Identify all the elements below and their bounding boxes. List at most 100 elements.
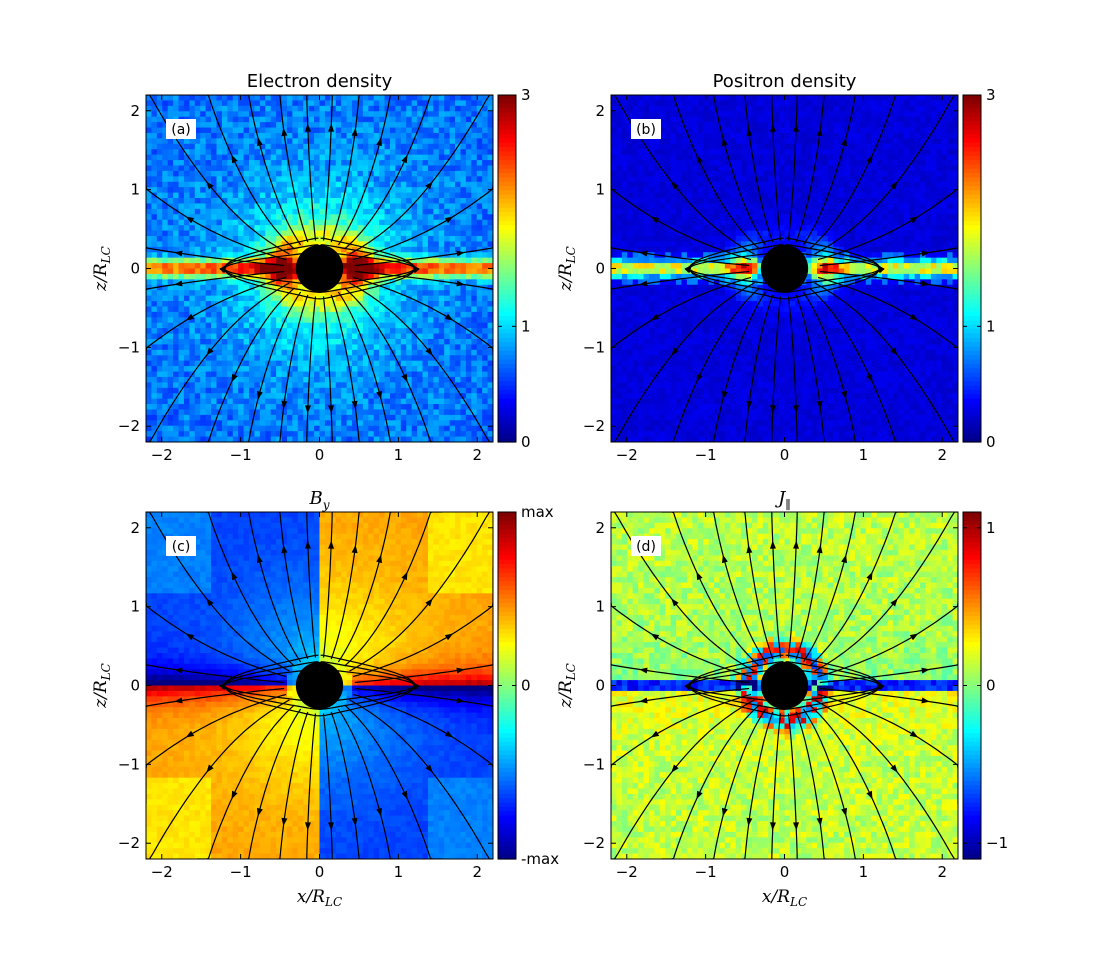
heatmap-cell (379, 220, 385, 226)
heatmap-cell (233, 426, 239, 432)
heatmap-cell (292, 420, 298, 426)
heatmap-cell (385, 290, 391, 296)
heatmap-cell (173, 339, 179, 345)
heatmap-cell (173, 350, 179, 356)
colorbar-swatch (498, 290, 516, 295)
heatmap-cell (336, 420, 342, 426)
heatmap-cell (179, 258, 185, 264)
heatmap-cell (347, 269, 353, 275)
heatmap-cell (466, 263, 472, 269)
heatmap-cell (151, 306, 157, 312)
heatmap-cell (195, 209, 201, 215)
heatmap-cell (265, 209, 271, 215)
heatmap-cell (347, 138, 353, 144)
heatmap-cell (330, 372, 336, 378)
heatmap-cell (433, 247, 439, 253)
heatmap-cell (227, 138, 233, 144)
heatmap-cell (374, 198, 380, 204)
heatmap-cell (444, 404, 450, 410)
heatmap-cell (314, 165, 320, 171)
heatmap-cell (611, 312, 617, 318)
heatmap-cell (665, 431, 671, 437)
heatmap-cell (417, 279, 423, 285)
heatmap-cell (460, 95, 466, 101)
heatmap-cell (428, 377, 434, 383)
y-tick-label: 1 (130, 181, 140, 199)
heatmap-cell (654, 393, 660, 399)
heatmap-cell (395, 155, 401, 161)
colorbar-swatch (498, 190, 516, 195)
heatmap-cell (162, 404, 168, 410)
heatmap-cell (352, 165, 358, 171)
heatmap-cell (406, 198, 412, 204)
heatmap-cell (287, 269, 293, 275)
colorbar-swatch (498, 242, 516, 247)
heatmap-cell (401, 355, 407, 361)
heatmap-cell (347, 187, 353, 193)
heatmap-cell (282, 350, 288, 356)
heatmap-cell (611, 317, 617, 323)
heatmap-cell (233, 220, 239, 226)
heatmap-cell (439, 187, 445, 193)
heatmap-cell (162, 182, 168, 188)
heatmap-cell (433, 269, 439, 275)
heatmap-cell (665, 149, 671, 155)
heatmap-cell (368, 415, 374, 421)
heatmap-cell (444, 344, 450, 350)
heatmap-cell (157, 366, 163, 372)
heatmap-cell (309, 117, 315, 123)
heatmap-cell (189, 236, 195, 242)
heatmap-cell (282, 296, 288, 302)
heatmap-cell (450, 355, 456, 361)
heatmap-cell (379, 182, 385, 188)
heatmap-cell (254, 182, 260, 188)
heatmap-cell (455, 431, 461, 437)
heatmap-cell (428, 241, 434, 247)
heatmap-cell (654, 176, 660, 182)
heatmap-cell (249, 220, 255, 226)
heatmap-cell (238, 339, 244, 345)
heatmap-cell (233, 203, 239, 209)
heatmap-cell (222, 301, 228, 307)
heatmap-cell (216, 420, 222, 426)
heatmap-cell (298, 100, 304, 106)
heatmap-cell (390, 138, 396, 144)
heatmap-cell (146, 274, 152, 280)
heatmap-cell (477, 144, 483, 150)
heatmap-cell (200, 415, 206, 421)
heatmap-cell (227, 187, 233, 193)
heatmap-cell (460, 301, 466, 307)
heatmap-cell (320, 361, 326, 367)
heatmap-cell (146, 160, 152, 166)
heatmap-cell (412, 165, 418, 171)
heatmap-cell (222, 361, 228, 367)
heatmap-cell (244, 420, 250, 426)
heatmap-cell (428, 334, 434, 340)
heatmap-cell (433, 301, 439, 307)
colorbar-swatch (498, 199, 516, 204)
heatmap-cell (260, 404, 266, 410)
heatmap-cell (395, 111, 401, 117)
heatmap-cell (395, 350, 401, 356)
heatmap-cell (162, 350, 168, 356)
heatmap-cell (309, 431, 315, 437)
heatmap-cell (222, 231, 228, 237)
heatmap-cell (433, 138, 439, 144)
heatmap-cell (303, 334, 309, 340)
heatmap-cell (276, 377, 282, 383)
heatmap-cell (244, 111, 250, 117)
heatmap-cell (477, 225, 483, 231)
heatmap-cell (649, 296, 655, 302)
heatmap-cell (649, 236, 655, 242)
heatmap-cell (330, 182, 336, 188)
heatmap-cell (352, 193, 358, 199)
heatmap-cell (477, 100, 483, 106)
heatmap-cell (417, 247, 423, 253)
heatmap-cell (347, 258, 353, 264)
heatmap-cell (649, 409, 655, 415)
heatmap-cell (200, 133, 206, 139)
heatmap-cell (379, 171, 385, 177)
heatmap-cell (412, 426, 418, 432)
heatmap-cell (363, 95, 369, 101)
heatmap-cell (460, 361, 466, 367)
